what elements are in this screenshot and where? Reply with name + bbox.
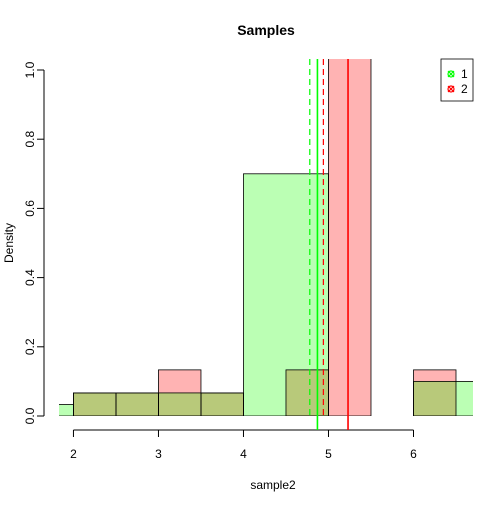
histogram-bar-outline-series-2-bin-5 — [328, 59, 372, 416]
histogram-overlap-1-0 — [73, 392, 116, 416]
legend: 12 — [440, 58, 474, 102]
legend-marker-cross-b-2 — [447, 85, 455, 93]
chart-title: Samples — [237, 22, 295, 38]
y-tick-label-0.6: 0.6 — [23, 200, 37, 217]
histogram-overlap-3-2 — [158, 392, 201, 416]
histogram-overlap-5-4 — [285, 369, 329, 416]
legend-marker-circle-1 — [447, 70, 455, 78]
x-tick-label-4: 4 — [240, 447, 247, 461]
histogram-bar-outline-series-2-bin-3 — [200, 392, 244, 416]
legend-marker-circle-2 — [447, 85, 455, 93]
y-tick-label-0.4: 0.4 — [23, 269, 37, 286]
y-tick-label-0.8: 0.8 — [23, 131, 37, 148]
histogram-bar-outline-series-2-bin-7 — [413, 369, 457, 416]
y-axis-label: Density — [2, 223, 16, 263]
plot-area — [59, 59, 473, 416]
histogram-overlap-7-7 — [413, 381, 456, 416]
histogram-bar-series-2-bin-5 — [328, 59, 371, 416]
y-tick-label-0.2: 0.2 — [23, 338, 37, 355]
x-tick-label-2: 2 — [70, 447, 77, 461]
y-tick-label-0.0: 0.0 — [23, 407, 37, 424]
legend-marker-cross-b-1 — [447, 70, 455, 78]
x-tick-label-5: 5 — [325, 447, 332, 461]
histogram-bar-series-1-bin-0 — [59, 404, 74, 416]
y-tick-label-1.0: 1.0 — [23, 61, 37, 78]
legend-label-2: 2 — [461, 82, 468, 96]
x-tick-label-3: 3 — [155, 447, 162, 461]
histogram-overlap-4-3 — [200, 392, 244, 416]
x-tick-label-6: 6 — [410, 447, 417, 461]
x-axis-label: sample2 — [250, 478, 296, 492]
legend-label-1: 1 — [461, 67, 468, 81]
legend-box — [440, 58, 474, 102]
histogram-overlap-2-1 — [115, 392, 159, 416]
axes: 2 3 4 5 6 0.0 0.2 0.4 0.6 0.8 1.0 — [23, 61, 417, 461]
